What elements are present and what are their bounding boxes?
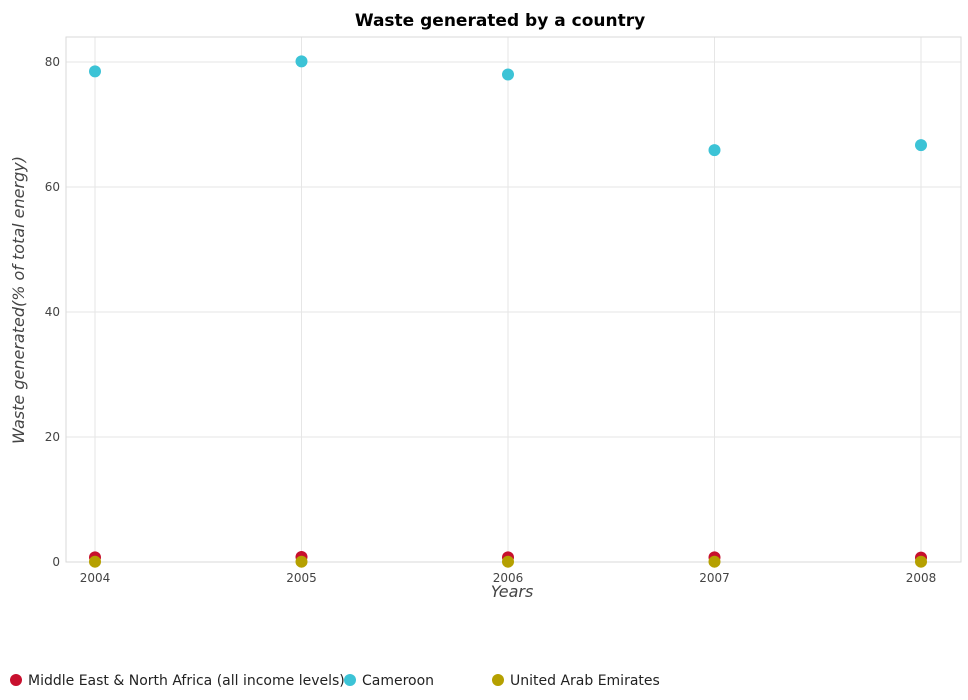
grid: [66, 37, 961, 563]
x-tick-label: 2007: [699, 571, 730, 585]
x-tick-labels: 2004 2005 2006 2007 2008: [80, 571, 937, 585]
x-tick-label: 2004: [80, 571, 111, 585]
legend: Middle East & North Africa (all income l…: [10, 673, 660, 689]
data-point-series-2: [708, 555, 721, 568]
x-tick-label: 2005: [286, 571, 317, 585]
y-tick-label: 80: [45, 55, 60, 69]
data-point-series-1: [915, 139, 927, 152]
y-tick-label: 0: [52, 555, 60, 569]
data-point-series-2: [502, 555, 514, 568]
data-point-series-1: [89, 65, 101, 78]
y-tick-labels: 0 20 40 60 80: [45, 55, 60, 569]
legend-label: United Arab Emirates: [510, 673, 660, 689]
y-axis-label: Waste generated(% of total energy): [9, 156, 28, 444]
legend-marker: [10, 674, 22, 686]
data-point-series-1: [708, 144, 721, 157]
data-points: [89, 55, 927, 568]
y-tick-label: 20: [45, 430, 60, 444]
legend-label: Middle East & North Africa (all income l…: [28, 673, 345, 689]
legend-marker: [344, 674, 356, 686]
chart-title: Waste generated by a country: [355, 11, 645, 31]
x-tick-label: 2008: [906, 571, 937, 585]
y-tick-label: 60: [45, 180, 60, 194]
data-point-series-1: [295, 55, 308, 68]
plot-frame: [65, 36, 962, 563]
legend-label: Cameroon: [362, 673, 434, 689]
legend-marker: [492, 674, 504, 686]
data-point-series-2: [295, 555, 308, 568]
x-tick-label: 2006: [493, 571, 524, 585]
y-tick-label: 40: [45, 305, 60, 319]
data-point-series-2: [915, 555, 927, 568]
data-point-series-1: [502, 68, 514, 81]
data-point-series-2: [89, 555, 101, 568]
x-axis-label: Years: [491, 582, 534, 601]
